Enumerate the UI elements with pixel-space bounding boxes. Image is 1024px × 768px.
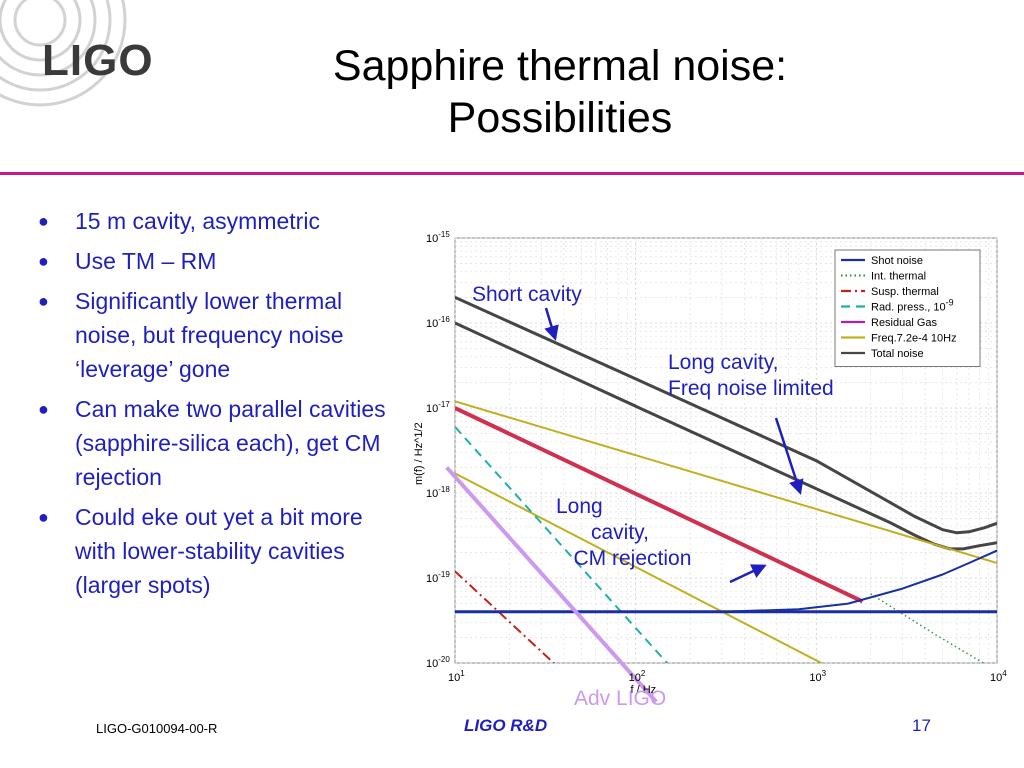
arrow-long-freq xyxy=(774,417,804,495)
series-line-5 xyxy=(455,426,669,663)
legend-label: Susp. thermal xyxy=(871,286,939,298)
y-tick-label: 10-20 xyxy=(426,655,450,670)
annotation-adv-ligo: Adv LIGO xyxy=(574,687,667,710)
bullet-item: ● 15 m cavity, asymmetric xyxy=(30,204,400,238)
legend-label: Rad. press., 10-9 xyxy=(871,298,954,314)
series-line-4 xyxy=(455,400,997,564)
series-line-10 xyxy=(445,466,658,704)
bullet-list: ● 15 m cavity, asymmetric ● Use TM – RM ● S… xyxy=(30,204,400,608)
legend-label: Freq.7.2e-4 10Hz xyxy=(871,333,957,345)
bullet-dot-icon: ● xyxy=(38,507,49,527)
bullet-dot-icon: ● xyxy=(38,399,49,419)
legend-label: Int. thermal xyxy=(871,271,926,283)
bullet-dot-icon: ● xyxy=(38,251,49,271)
series-line-1 xyxy=(455,321,997,551)
x-tick-label: 101 xyxy=(448,669,465,684)
annotation-arrows xyxy=(544,307,804,584)
bullet-item: ● Can make two parallel cavities (sapphir… xyxy=(30,392,400,494)
annotation-short-cavity: Short cavity xyxy=(472,283,582,306)
arrow-long-cm xyxy=(729,564,767,584)
slide-title: Sapphire thermal noise: Possibilities xyxy=(250,40,870,144)
legend: Shot noise Int. thermal Susp. thermalRad. … xyxy=(834,249,981,367)
legend-box xyxy=(834,249,981,367)
x-tick-label: 104 xyxy=(990,669,1007,684)
slide-title-line-1: Sapphire thermal noise: xyxy=(332,42,788,90)
y-tick-label: 10-17 xyxy=(426,400,450,415)
arrow-short-cavity xyxy=(544,307,559,341)
slide-title-line-2: Possibilities xyxy=(447,94,673,142)
y-tick-label: 10-19 xyxy=(426,570,450,585)
series-line-6 xyxy=(455,570,556,663)
y-tick-label: 10-15 xyxy=(426,230,450,245)
logo-rings xyxy=(0,0,127,107)
title-divider xyxy=(0,172,1024,175)
noise-chart: 101 102 103 104 10-15 10-16 10-17 10-18 10-19 10-… xyxy=(413,230,1007,704)
y-tick-label: 10-18 xyxy=(426,485,450,500)
bullet-item: ● Significantly lower thermal noise, but … xyxy=(30,284,400,386)
x-axis-label: f / Hz xyxy=(631,684,657,696)
annotation-long-cavity-cm: Long cavity, CM rejection xyxy=(556,495,692,570)
footer-doc-id: LIGO-G010094-00-R xyxy=(96,721,218,736)
bullet-dot-icon: ● xyxy=(38,211,49,231)
x-tick-label: 102 xyxy=(629,669,646,684)
ligo-logo: LIGO xyxy=(42,36,154,85)
x-tick-label: 103 xyxy=(809,669,826,684)
series-line-3 xyxy=(455,472,824,663)
series-layer xyxy=(445,296,997,704)
legend-label: Residual Gas xyxy=(871,317,938,329)
series-line-0 xyxy=(455,296,997,535)
series-line-2 xyxy=(455,406,864,604)
footer-center: LIGO R&D xyxy=(464,716,548,735)
y-tick-label: 10-16 xyxy=(426,315,450,330)
bullet-item: ● Use TM – RM xyxy=(30,244,400,278)
bullet-dot-icon: ● xyxy=(38,291,49,311)
legend-label: Shot noise xyxy=(871,255,923,267)
page-number: 17 xyxy=(912,716,931,735)
series-line-9 xyxy=(721,549,997,613)
y-axis-label: m(f) / Hz^1/2 xyxy=(413,422,425,485)
annotation-long-cavity-freq: Long cavity, Freq noise limited xyxy=(668,351,834,400)
legend-label: Total noise xyxy=(871,348,924,360)
bullet-item: ● Could eke out yet a bit more with lower… xyxy=(30,500,400,602)
